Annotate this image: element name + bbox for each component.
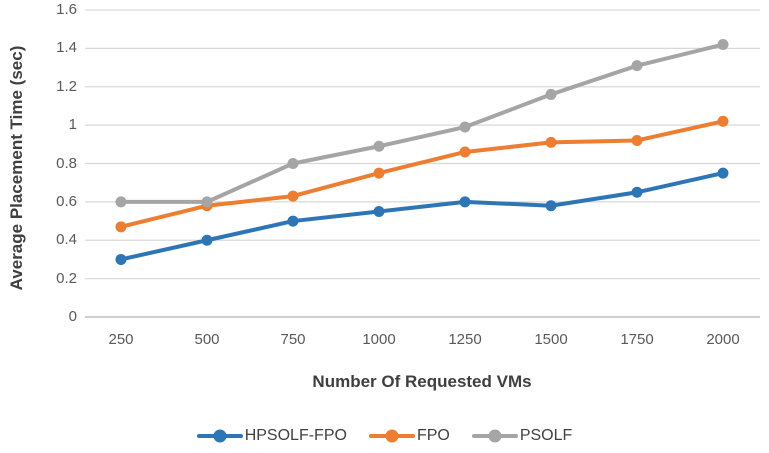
data-point-PSOLF-2000 — [717, 39, 729, 51]
legend-item-PSOLF: PSOLF — [471, 427, 573, 445]
y-axis-title: Average Placement Time (sec) — [7, 45, 26, 291]
x-tick-label: 1500 — [534, 331, 568, 348]
y-tick-label: 1.2 — [56, 77, 77, 95]
data-point-PSOLF-1000 — [373, 140, 385, 152]
legend-marker-PSOLF — [471, 429, 518, 443]
data-point-HPSOLF-FPO-750 — [287, 215, 299, 227]
x-tick-label: 1750 — [620, 331, 654, 348]
y-tick-label: 0.6 — [56, 192, 77, 210]
legend-item-HPSOLF-FPO: HPSOLF-FPO — [196, 427, 347, 445]
data-point-PSOLF-1250 — [459, 121, 471, 133]
data-point-PSOLF-1750 — [631, 60, 643, 72]
data-point-HPSOLF-FPO-500 — [201, 234, 213, 246]
legend-dot-icon — [488, 429, 502, 443]
series-line-HPSOLF-FPO — [119, 171, 725, 262]
legend-marker-HPSOLF-FPO — [196, 429, 243, 443]
y-tick-label: 0 — [68, 308, 77, 325]
data-point-FPO-750 — [287, 190, 299, 202]
y-tick-label: 0.8 — [56, 154, 77, 172]
legend: HPSOLF-FPO FPO PSOLF — [0, 427, 769, 445]
data-point-PSOLF-250 — [115, 196, 127, 208]
legend-dot-icon — [213, 429, 227, 443]
x-tick-label: 1000 — [362, 331, 396, 348]
series-line-PSOLF — [119, 42, 725, 204]
legend-label: HPSOLF-FPO — [244, 427, 347, 444]
legend-dot-icon — [385, 429, 399, 443]
data-point-HPSOLF-FPO-1750 — [631, 186, 643, 198]
legend-label: PSOLF — [519, 427, 573, 444]
data-point-FPO-250 — [115, 221, 127, 233]
x-axis-title: Number Of Requested VMs — [312, 372, 532, 391]
data-point-HPSOLF-FPO-1250 — [459, 196, 471, 208]
x-tick-label: 250 — [108, 331, 134, 348]
legend-marker-FPO — [368, 429, 415, 443]
data-point-FPO-1500 — [545, 136, 557, 148]
data-point-PSOLF-500 — [201, 196, 213, 208]
data-point-FPO-2000 — [717, 115, 729, 127]
data-point-PSOLF-750 — [287, 158, 299, 169]
y-tick-label: 1 — [68, 116, 77, 134]
legend-item-FPO: FPO — [368, 427, 450, 445]
y-tick-label: 1.6 — [56, 1, 77, 18]
y-tick-label: 0.4 — [56, 231, 77, 249]
y-tick-label: 0.2 — [56, 269, 77, 287]
data-point-FPO-1250 — [459, 146, 471, 158]
data-point-HPSOLF-FPO-1000 — [373, 205, 385, 217]
data-point-HPSOLF-FPO-2000 — [717, 167, 729, 179]
data-point-FPO-1750 — [631, 134, 643, 146]
series-line-FPO — [119, 119, 725, 229]
data-point-FPO-1000 — [373, 167, 385, 179]
x-tick-label: 1250 — [448, 331, 482, 348]
x-tick-label: 2000 — [706, 331, 740, 348]
y-tick-label: 1.4 — [56, 39, 77, 57]
data-point-PSOLF-1500 — [545, 88, 557, 100]
legend-label: FPO — [416, 427, 450, 444]
data-point-HPSOLF-FPO-1500 — [545, 200, 557, 212]
x-tick-label: 750 — [280, 331, 306, 348]
data-point-HPSOLF-FPO-250 — [115, 253, 127, 265]
x-tick-label: 500 — [194, 331, 220, 348]
